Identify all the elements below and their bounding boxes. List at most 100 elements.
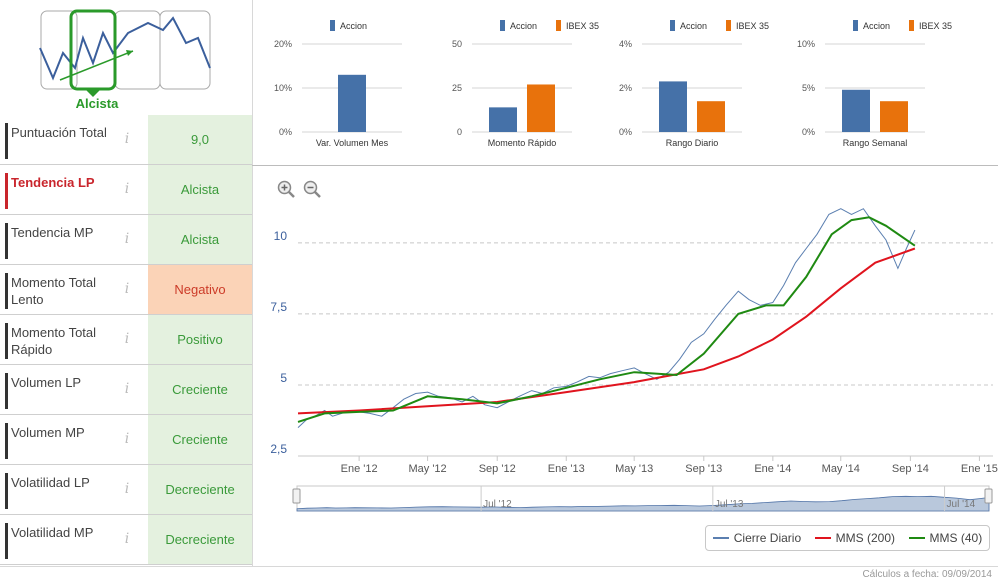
- indicator-row: Puntuación Total i 9,0: [0, 115, 252, 165]
- info-icon[interactable]: i: [124, 181, 130, 197]
- indicator-label: Volatilidad LP: [11, 475, 90, 490]
- indicator-value: Decreciente: [148, 515, 252, 564]
- bar: [880, 101, 908, 132]
- y-tick-label: 0%: [802, 127, 815, 137]
- indicator-row: Volatilidad MP i Decreciente: [0, 515, 252, 565]
- y-tick-label: 5: [280, 371, 287, 385]
- info-icon[interactable]: i: [124, 381, 130, 397]
- trend-logo-label: Alcista: [75, 96, 119, 111]
- chart-legend[interactable]: Cierre Diario MMS (200) MMS (40): [705, 525, 990, 551]
- indicator-label: Momento Total Rápido: [11, 325, 97, 357]
- indicator-row: Tendencia MP i Alcista: [0, 215, 252, 265]
- mini-chart-rango-diario: Accion IBEX 35 4% 2% 0% Rango Diario: [602, 10, 772, 160]
- legend-label: Accion: [340, 21, 367, 31]
- navigator-area: [296, 495, 990, 512]
- info-icon[interactable]: i: [124, 531, 130, 547]
- indicator-label: Volatilidad MP: [11, 525, 94, 540]
- y-tick-label: 0%: [619, 127, 632, 137]
- bar: [489, 107, 517, 132]
- x-axis-label: Rango Diario: [666, 138, 719, 148]
- y-tick-label: 20%: [274, 39, 292, 49]
- x-tick-label: Sep '13: [685, 463, 722, 475]
- x-tick-label: Sep '12: [479, 463, 516, 475]
- bar: [659, 81, 687, 132]
- legend-item-mms40[interactable]: MMS (40): [908, 531, 983, 545]
- y-tick-label: 10: [274, 229, 288, 243]
- x-axis-label: Rango Semanal: [843, 138, 908, 148]
- mini-chart-svg: Accion 20% 10% 0% Var. Volumen Mes: [274, 20, 402, 148]
- row-marker: [5, 323, 8, 359]
- legend-label: Cierre Diario: [733, 531, 802, 545]
- info-icon[interactable]: i: [124, 431, 130, 447]
- trend-logo-icon: [39, 9, 211, 97]
- x-tick-label: May '12: [409, 463, 447, 475]
- price-chart[interactable]: 10 7,5 5 2,5 Ene '12 May '12 Sep '12 Ene '13 May…: [253, 166, 998, 566]
- y-tick-label: 2,5: [270, 442, 287, 456]
- navigator-label: Jul '13: [715, 499, 744, 510]
- horizontal-divider: [252, 165, 998, 166]
- info-icon[interactable]: i: [124, 281, 130, 297]
- y-tick-label: 25: [452, 83, 462, 93]
- info-icon[interactable]: i: [124, 331, 130, 347]
- legend-swatch: [670, 20, 675, 31]
- indicator-label: Volumen MP: [11, 425, 85, 440]
- x-tick-label: May '13: [615, 463, 653, 475]
- indicator-row: Volatilidad LP i Decreciente: [0, 465, 252, 515]
- legend-label: IBEX 35: [736, 21, 769, 31]
- info-icon[interactable]: i: [124, 131, 130, 147]
- legend-swatch: [814, 537, 831, 539]
- indicator-row: Tendencia LP i Alcista: [0, 165, 252, 215]
- mini-chart-volumen: Accion 20% 10% 0% Var. Volumen Mes: [262, 10, 432, 160]
- y-tick-label: 0: [457, 127, 462, 137]
- indicator-value: Creciente: [148, 365, 252, 414]
- indicator-row: Volumen MP i Creciente: [0, 415, 252, 465]
- legend-item-mms200[interactable]: MMS (200): [814, 531, 895, 545]
- x-tick-label: Sep '14: [892, 463, 929, 475]
- series-line-2: [297, 216, 916, 423]
- series-line-0: [297, 208, 916, 428]
- row-marker: [5, 473, 8, 509]
- x-tick-label: Ene '14: [754, 463, 791, 475]
- x-tick-label: Ene '12: [341, 463, 378, 475]
- indicator-value: Positivo: [148, 315, 252, 364]
- info-icon[interactable]: i: [124, 231, 130, 247]
- legend-swatch: [556, 20, 561, 31]
- x-tick-label: Ene '15: [961, 463, 998, 475]
- series-line-1: [297, 247, 916, 415]
- y-tick-label: 10%: [797, 39, 815, 49]
- indicator-row: Volumen LP i Creciente: [0, 365, 252, 415]
- price-chart-plot[interactable]: 10 7,5 5 2,5 Ene '12 May '12 Sep '12 Ene '13 May…: [253, 166, 998, 566]
- navigator-label: Jul '12: [483, 499, 512, 510]
- row-marker: [5, 423, 8, 459]
- legend-label: MMS (200): [835, 531, 895, 545]
- mini-chart-svg: Accion IBEX 35 4% 2% 0% Rango Diario: [619, 20, 769, 148]
- calc-date-footer: Cálculos a fecha: 09/09/2014: [862, 569, 992, 580]
- indicator-label: Momento Total Lento: [11, 275, 97, 307]
- zoom-out-icon[interactable]: [303, 180, 321, 198]
- bar: [697, 101, 725, 132]
- row-marker: [5, 223, 8, 259]
- legend-label: Accion: [680, 21, 707, 31]
- row-marker: [5, 523, 8, 559]
- y-tick-label: 4%: [619, 39, 632, 49]
- indicator-value: Creciente: [148, 415, 252, 464]
- bar: [527, 84, 555, 132]
- legend-label: IBEX 35: [566, 21, 599, 31]
- x-tick-label: May '14: [822, 463, 860, 475]
- indicator-value: Alcista: [148, 215, 252, 264]
- indicator-label: Tendencia MP: [11, 225, 94, 240]
- y-tick-label: 10%: [274, 83, 292, 93]
- zoom-in-icon[interactable]: [277, 180, 295, 198]
- x-tick-label: Ene '13: [548, 463, 585, 475]
- navigator-handle-left[interactable]: [292, 488, 301, 504]
- legend-item-daily[interactable]: Cierre Diario: [712, 531, 802, 545]
- legend-swatch: [853, 20, 858, 31]
- legend-swatch: [726, 20, 731, 31]
- legend-label: MMS (40): [929, 531, 983, 545]
- indicator-panel: Alcista Puntuación Total i 9,0 Tendencia…: [0, 0, 252, 566]
- info-icon[interactable]: i: [124, 481, 130, 497]
- legend-swatch: [909, 20, 914, 31]
- navigator-handle-right[interactable]: [984, 488, 993, 504]
- vertical-divider: [252, 0, 253, 566]
- indicator-label: Puntuación Total: [11, 125, 107, 140]
